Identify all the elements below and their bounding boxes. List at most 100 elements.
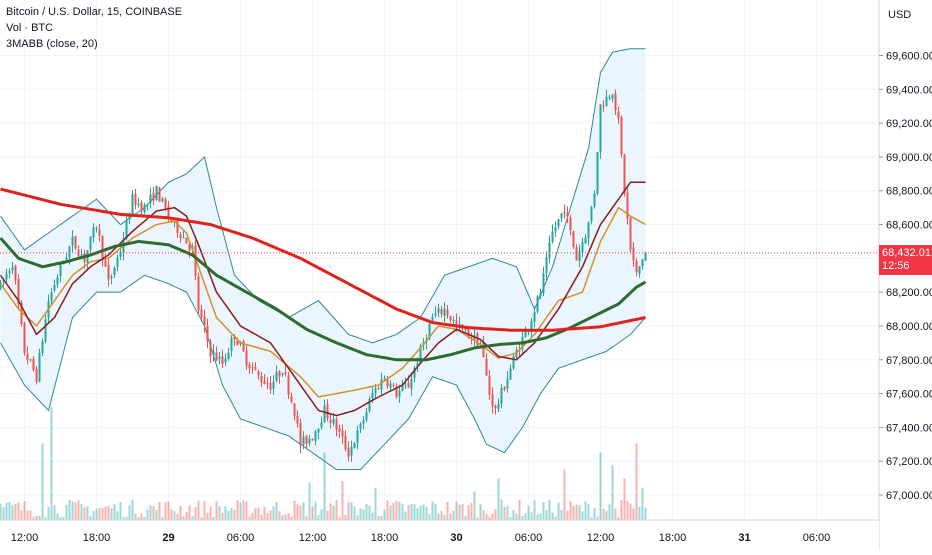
currency-button[interactable]: USD (888, 9, 912, 21)
candle-body (242, 340, 245, 352)
volume-bar (53, 505, 56, 524)
volume-bar (101, 508, 104, 524)
time-tick-label: 12:00 (11, 532, 39, 544)
candle-body (572, 231, 575, 247)
volume-bar (422, 504, 425, 524)
volume-bar (14, 503, 17, 524)
candle-body (353, 443, 356, 449)
candle-body (542, 272, 545, 294)
candle-body (401, 385, 404, 391)
volume-bar (224, 506, 227, 524)
volume-bar (74, 502, 77, 524)
candle-body (416, 363, 419, 367)
candle-body (365, 411, 368, 421)
volume-bar (0, 503, 2, 524)
candle-body (350, 446, 353, 456)
candle-body (2, 280, 5, 282)
volume-bar (155, 510, 158, 524)
candle-body (281, 373, 284, 375)
candle-body (230, 337, 233, 352)
candle-body (101, 236, 104, 260)
volume-bar (530, 512, 533, 524)
volume-bar (569, 500, 572, 524)
volume-bar (440, 510, 443, 524)
candle-body (566, 213, 569, 217)
time-tick-label: 18:00 (371, 532, 399, 544)
volume-bar (119, 501, 122, 524)
volume-bar (566, 510, 569, 524)
candle-body (53, 284, 56, 291)
candle-body (14, 265, 17, 281)
candle-body (440, 309, 443, 315)
volume-bar (431, 501, 434, 524)
volume-bar (320, 509, 323, 524)
volume-bar (638, 506, 641, 524)
candle-body (311, 438, 314, 441)
volume-bar (173, 511, 176, 524)
candle-body (635, 260, 638, 273)
candle-body (434, 313, 437, 316)
candle-body (641, 259, 644, 267)
volume-bar (110, 508, 113, 524)
candle-body (587, 222, 590, 239)
volume-bar (632, 508, 635, 524)
volume-bar (368, 505, 371, 524)
candle-body (0, 282, 2, 289)
volume-bar (404, 511, 407, 524)
candle-body (524, 330, 527, 338)
time-tick-label: 29 (162, 532, 174, 544)
candle-body (452, 320, 455, 322)
candle-body (575, 247, 578, 261)
candle-body (32, 359, 35, 371)
volume-bar (266, 513, 269, 524)
volume-bar (644, 507, 647, 524)
ma100-line (0, 237, 647, 362)
candle-body (362, 420, 365, 424)
candle-body (359, 423, 362, 429)
volume-bar (527, 505, 530, 524)
volume-bar (221, 512, 224, 524)
price-tick-label: 67,000.00 (886, 490, 932, 502)
candle-body (131, 193, 134, 216)
candle-body (146, 204, 149, 206)
volume-bar (350, 502, 353, 524)
volume-bar (236, 499, 239, 524)
volume-bar (341, 481, 344, 524)
volume-legend: Vol · BTC (6, 22, 54, 34)
candle-body (338, 428, 341, 432)
candle-body (584, 237, 587, 244)
volume-bar (311, 506, 314, 524)
candle-body (236, 340, 239, 346)
volume-bar (245, 501, 248, 524)
volume-bar (362, 509, 365, 524)
volume-bar (134, 513, 137, 524)
price-tick-label: 69,200.00 (886, 118, 932, 130)
candle-body (98, 229, 101, 237)
candle-body (35, 368, 38, 382)
volume-bar (611, 465, 614, 524)
volume-bar (17, 502, 20, 524)
volume-bar (581, 511, 584, 524)
volume-bar (482, 510, 485, 524)
candle-body (497, 403, 500, 410)
candle-body (17, 279, 20, 305)
volume-bar (218, 506, 221, 524)
candle-body (494, 405, 497, 408)
volume-bar (80, 504, 83, 524)
candle-body (188, 243, 191, 251)
candle-body (161, 198, 164, 202)
volume-bar (395, 500, 398, 524)
candle-body (449, 316, 452, 320)
bollinger-band-fill (0, 48, 646, 470)
volume-bar (518, 500, 521, 524)
volume-bar (230, 508, 233, 524)
candle-body (560, 213, 563, 219)
candle-body (626, 192, 629, 219)
volume-bar (29, 510, 32, 524)
candle-body (305, 435, 308, 444)
candle-body (335, 419, 338, 430)
candle-body (569, 217, 572, 230)
volume-bar (179, 505, 182, 524)
